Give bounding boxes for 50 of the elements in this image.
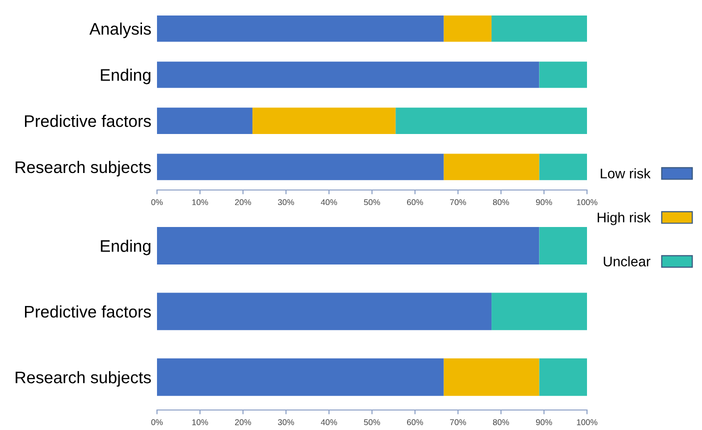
- x-tick-label: 70%: [450, 419, 466, 426]
- x-tick-label: 50%: [364, 419, 380, 426]
- x-tick-label: 80%: [493, 419, 510, 426]
- x-tick-label: 10%: [192, 419, 208, 426]
- y-tick-label: Research subjects: [16, 371, 151, 387]
- bar: [157, 15, 444, 42]
- y-tick-label: Predictive factors: [24, 305, 151, 318]
- x-tick-label: 0%: [151, 199, 163, 206]
- x-tick-label: 50%: [364, 199, 380, 206]
- bar: [539, 358, 587, 396]
- bar: [396, 108, 587, 134]
- x-tick-label: 20%: [235, 199, 252, 206]
- bar: [157, 358, 444, 396]
- bar: [444, 154, 540, 180]
- x-tick-label: 40%: [320, 419, 338, 426]
- bar: [157, 108, 252, 134]
- x-tick-label: 20%: [235, 419, 252, 426]
- y-tick-label: Research subjects: [16, 160, 151, 176]
- bar: [444, 15, 492, 42]
- bar: [539, 227, 587, 264]
- bar: [252, 108, 396, 134]
- bar: [157, 292, 492, 330]
- x-tick-label: 100%: [576, 199, 598, 206]
- x-tick-label: 30%: [278, 419, 294, 426]
- bar: [539, 62, 587, 88]
- x-tick-label: 90%: [536, 199, 552, 206]
- x-tick-label: 40%: [320, 199, 338, 206]
- x-tick-label: 80%: [493, 199, 510, 206]
- x-tick-label: 70%: [450, 199, 466, 206]
- legend-label: Unclear: [604, 256, 650, 266]
- legend-label: High risk: [598, 212, 651, 226]
- bar: [157, 154, 444, 180]
- bar: [444, 358, 540, 396]
- x-tick-label: 10%: [192, 199, 208, 206]
- x-tick-label: 90%: [536, 419, 552, 426]
- bar: [157, 62, 540, 88]
- bar: [157, 227, 540, 264]
- y-tick-label: Ending: [100, 68, 150, 84]
- legend-label: Low risk: [600, 168, 651, 178]
- x-tick-label: 30%: [278, 199, 294, 206]
- x-tick-label: 60%: [407, 419, 424, 426]
- y-tick-label: Predictive factors: [24, 114, 151, 128]
- x-tick-label: 0%: [151, 419, 163, 426]
- x-tick-label: 60%: [407, 199, 424, 206]
- bar: [492, 292, 587, 330]
- bar: [539, 154, 587, 180]
- x-tick-label: 100%: [576, 419, 598, 426]
- bar: [492, 15, 587, 42]
- y-tick-label: Analysis: [89, 22, 151, 38]
- y-tick-label: Ending: [100, 240, 150, 256]
